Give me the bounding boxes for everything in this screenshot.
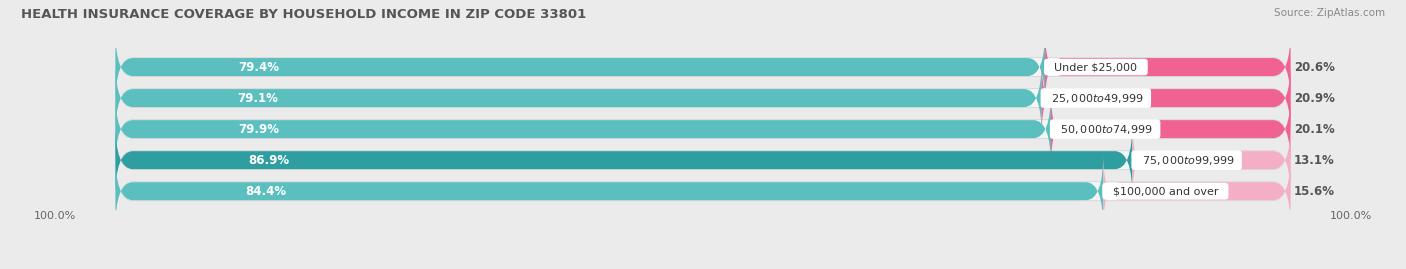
Text: $25,000 to $49,999: $25,000 to $49,999 [1043,91,1147,105]
Text: 79.1%: 79.1% [238,91,278,105]
FancyBboxPatch shape [115,154,1291,229]
FancyBboxPatch shape [1104,154,1291,229]
Text: 20.6%: 20.6% [1294,61,1334,73]
Text: 20.9%: 20.9% [1294,91,1334,105]
FancyBboxPatch shape [1132,123,1291,198]
FancyBboxPatch shape [115,123,1132,198]
Text: 13.1%: 13.1% [1294,154,1334,167]
FancyBboxPatch shape [1042,61,1291,136]
FancyBboxPatch shape [115,123,1291,198]
FancyBboxPatch shape [115,155,1291,228]
FancyBboxPatch shape [115,30,1291,105]
FancyBboxPatch shape [115,91,1050,167]
Text: $100,000 and over: $100,000 and over [1105,186,1225,196]
Text: 15.6%: 15.6% [1294,185,1336,198]
Text: Source: ZipAtlas.com: Source: ZipAtlas.com [1274,8,1385,18]
FancyBboxPatch shape [115,93,1291,166]
FancyBboxPatch shape [115,123,1291,197]
FancyBboxPatch shape [115,61,1291,135]
Text: 100.0%: 100.0% [1330,211,1372,221]
FancyBboxPatch shape [1045,30,1291,105]
Text: 79.9%: 79.9% [239,123,280,136]
Text: $75,000 to $99,999: $75,000 to $99,999 [1135,154,1239,167]
Text: Under $25,000: Under $25,000 [1047,62,1144,72]
Text: 79.4%: 79.4% [238,61,278,73]
FancyBboxPatch shape [115,30,1291,104]
Text: 100.0%: 100.0% [34,211,76,221]
FancyBboxPatch shape [115,30,1045,105]
FancyBboxPatch shape [115,61,1291,136]
Text: 20.1%: 20.1% [1294,123,1334,136]
FancyBboxPatch shape [115,154,1104,229]
FancyBboxPatch shape [115,91,1291,167]
FancyBboxPatch shape [1050,91,1291,167]
Text: 86.9%: 86.9% [249,154,290,167]
Text: $50,000 to $74,999: $50,000 to $74,999 [1053,123,1157,136]
Text: HEALTH INSURANCE COVERAGE BY HOUSEHOLD INCOME IN ZIP CODE 33801: HEALTH INSURANCE COVERAGE BY HOUSEHOLD I… [21,8,586,21]
FancyBboxPatch shape [115,61,1042,136]
Text: 84.4%: 84.4% [245,185,285,198]
